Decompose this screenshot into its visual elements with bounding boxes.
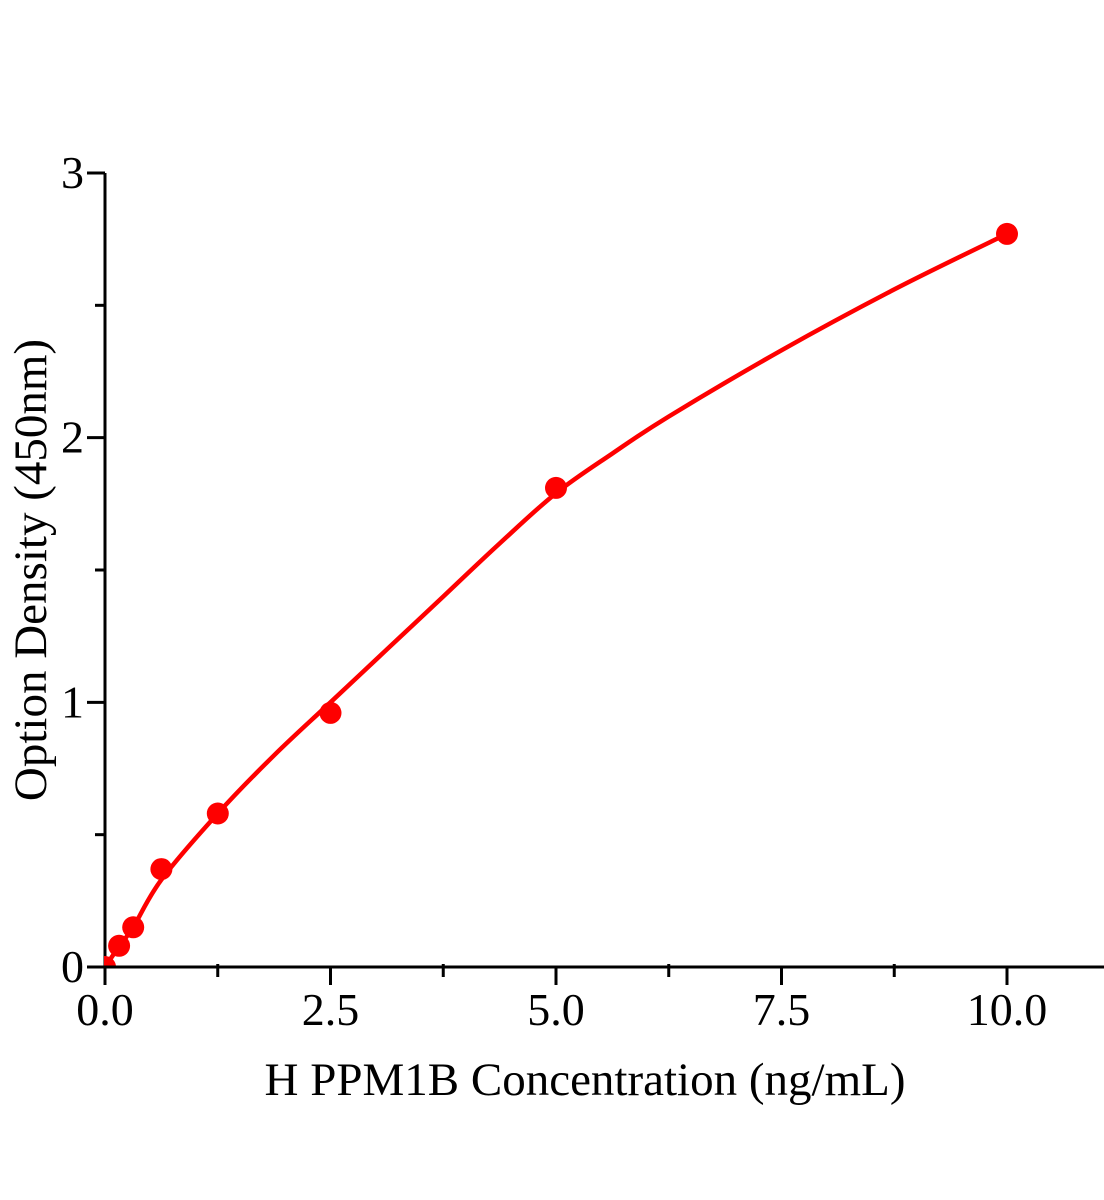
y-tick-label: 1 [61,676,84,727]
plot-area: 0 1 2 3 0.0 2.5 5.0 7.5 10.0 [61,147,1104,1035]
data-point-marker [104,956,116,966]
data-point-marker [108,934,131,957]
data-point-marker [122,916,145,939]
data-point-marker [206,802,229,825]
data-point-marker [996,222,1018,245]
data-point-marker [319,701,342,724]
x-tick-label: 5.0 [527,984,585,1035]
data-point-marker [545,476,567,499]
fit-curve-line [104,231,1008,966]
x-tick-label: 2.5 [302,984,360,1035]
data-point-marker [150,858,173,881]
x-tick-label: 7.5 [753,984,811,1035]
y-tick-label: 2 [61,412,84,463]
x-tick-label: 0.0 [76,984,134,1035]
series-group [104,222,1018,966]
y-tick-label: 0 [61,941,84,992]
x-tick-label: 10.0 [967,984,1048,1035]
y-axis-title: Option Density (450nm) [5,339,57,801]
y-tick-label: 3 [61,147,84,198]
x-axis-title: H PPM1B Concentration (ng/mL) [265,1054,906,1106]
